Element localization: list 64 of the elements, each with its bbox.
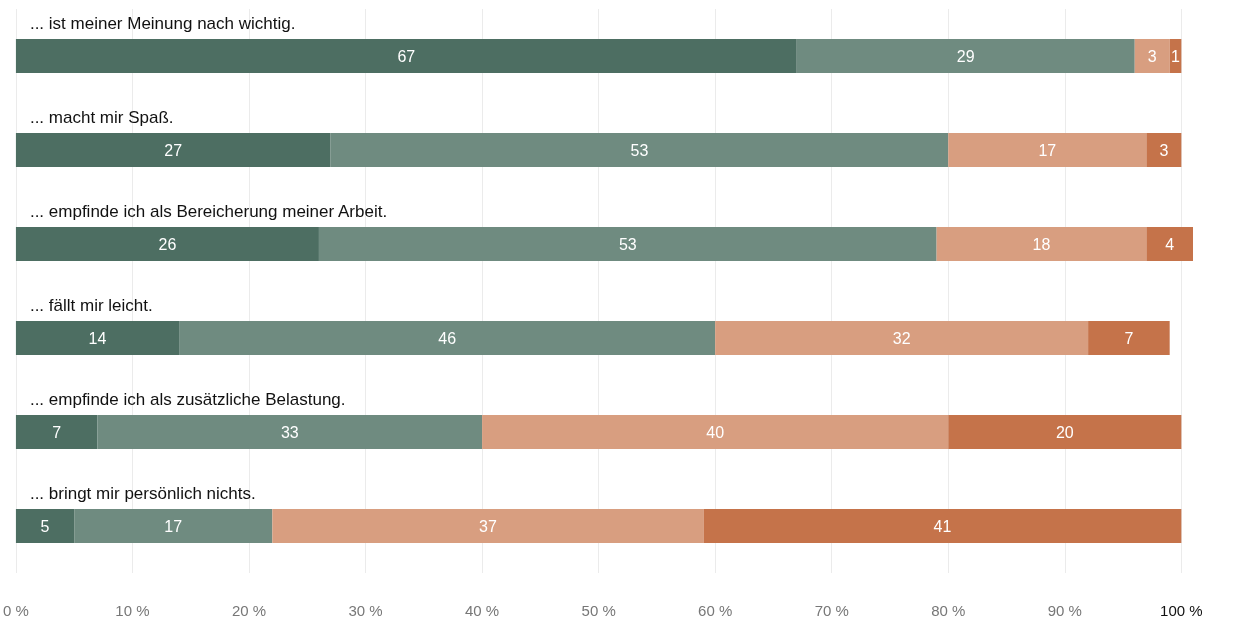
- y-tick-label: ... ist meiner Meinung nach wichtig.: [29, 14, 296, 33]
- bar: [482, 415, 949, 449]
- data-label: 4: [1165, 235, 1175, 253]
- bar: [179, 321, 716, 355]
- bar: [15, 133, 331, 167]
- data-label: 17: [164, 517, 183, 535]
- x-tick-label: 90 %: [1047, 602, 1082, 619]
- bar: [1146, 227, 1193, 261]
- data-label: 67: [397, 47, 416, 65]
- x-tick-label: 80 %: [931, 602, 966, 619]
- bar: [15, 415, 98, 449]
- bar: [97, 415, 483, 449]
- bar: [948, 415, 1182, 449]
- data-label: 41: [933, 517, 952, 535]
- y-tick-label: ... bringt mir persönlich nichts.: [29, 484, 256, 503]
- data-label: 5: [40, 517, 50, 535]
- data-label: 53: [630, 141, 649, 159]
- x-tick-label: 10 %: [115, 602, 150, 619]
- bar: [15, 509, 75, 543]
- bar: [318, 227, 937, 261]
- x-tick-label: 20 %: [231, 602, 267, 619]
- data-label: 17: [1038, 141, 1057, 159]
- bar: [1088, 321, 1170, 355]
- x-tick-label: 0 %: [2, 602, 29, 619]
- x-tick-label: 40 %: [464, 602, 500, 619]
- data-label: 20: [1055, 423, 1074, 441]
- x-tick-label: 100 %: [1160, 602, 1203, 619]
- data-label: 29: [956, 47, 975, 65]
- bar: [1134, 39, 1170, 73]
- bar: [715, 321, 1089, 355]
- data-label: 53: [618, 235, 637, 253]
- bar: [703, 509, 1182, 543]
- data-label: 37: [479, 517, 497, 535]
- data-label: 26: [158, 235, 177, 253]
- data-label: 18: [1032, 235, 1051, 253]
- y-tick-label: ... empfinde ich als zusätzliche Belastung.: [29, 390, 346, 409]
- bar: [272, 509, 704, 543]
- x-tick-label: 50 %: [581, 602, 616, 619]
- data-label: 7: [52, 423, 62, 441]
- bar: [330, 133, 949, 167]
- data-label: 7: [1124, 329, 1134, 347]
- bar: [74, 509, 273, 543]
- y-tick-label: ... fällt mir leicht.: [29, 296, 153, 315]
- x-tick-label: 30 %: [348, 602, 383, 619]
- bar: [1146, 133, 1182, 167]
- data-label: 1: [1171, 47, 1181, 65]
- data-label: 40: [706, 423, 725, 441]
- data-label: 3: [1159, 141, 1169, 159]
- bar: [15, 227, 319, 261]
- bar: [936, 227, 1147, 261]
- x-tick-label: 60 %: [698, 602, 733, 619]
- data-label: 14: [88, 329, 107, 347]
- bar: [948, 133, 1147, 167]
- y-tick-label: ... empfinde ich als Bereicherung meiner Arbeit.: [29, 202, 388, 221]
- data-label: 32: [892, 329, 911, 347]
- data-label: 27: [164, 141, 183, 159]
- bar: [796, 39, 1135, 73]
- data-label: 33: [280, 423, 299, 441]
- x-tick-label: 70 %: [814, 602, 849, 619]
- data-label: 46: [438, 329, 457, 347]
- bar: [15, 321, 180, 355]
- bar: [15, 39, 797, 73]
- y-tick-label: ... macht mir Spaß.: [29, 108, 174, 127]
- data-label: 3: [1147, 47, 1157, 65]
